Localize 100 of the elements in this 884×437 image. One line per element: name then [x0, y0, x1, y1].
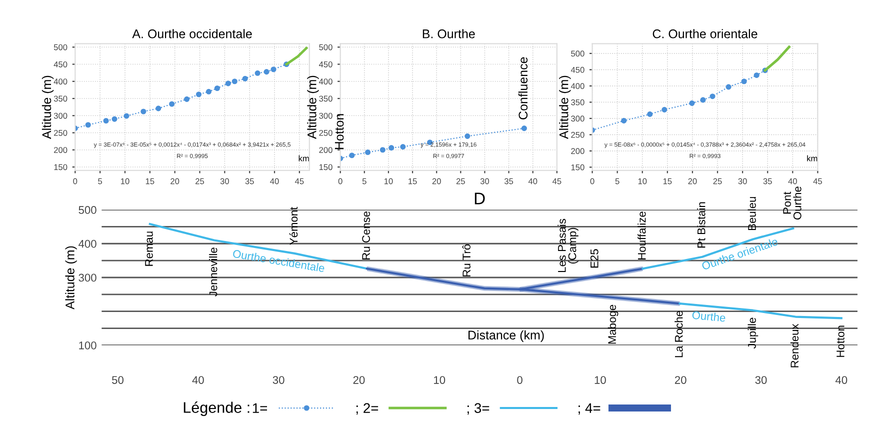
- y-tick-label: 500: [78, 206, 96, 214]
- x-tick-label: 45: [294, 178, 304, 184]
- chart-title: A. Ourthe occidentale: [132, 29, 252, 38]
- x-tick-label: 10: [594, 376, 606, 384]
- x-tick-label: 30: [480, 178, 490, 184]
- x-axis-title: km: [298, 155, 309, 162]
- x-tick-label: 40: [835, 376, 848, 384]
- x-tick-label: 5: [615, 178, 620, 184]
- x-tick-label: 40: [528, 178, 538, 184]
- y-tick-label: 200: [54, 147, 68, 153]
- annotation: Confluence: [518, 57, 528, 120]
- y-tick-label: 350: [319, 96, 332, 102]
- x-tick-label: 30: [220, 178, 229, 184]
- legend-label: 1=: [252, 403, 267, 413]
- annotation: E25: [590, 249, 598, 268]
- annotation: Pont Ourthe: [783, 186, 802, 220]
- y-tick-label: 200: [319, 147, 332, 153]
- x-tick-label: 15: [146, 178, 154, 184]
- annotation: Remau: [145, 232, 153, 266]
- x-tick-label: 30: [755, 376, 767, 384]
- x-tick-label: 10: [434, 376, 446, 384]
- x-tick-label: 5: [98, 178, 102, 184]
- x-tick-label: 40: [270, 178, 279, 184]
- x-tick-label: 40: [788, 178, 797, 184]
- annotation: Rendeux: [790, 324, 799, 368]
- y-tick-label: 150: [319, 164, 332, 170]
- x-tick-label: 25: [456, 178, 465, 184]
- x-tick-label: 40: [192, 376, 204, 384]
- annotation: Ourthe occidentale: [232, 249, 325, 272]
- x-tick-label: 15: [408, 178, 417, 184]
- x-tick-label: 5: [362, 178, 366, 184]
- annotation: Hotton: [334, 114, 344, 150]
- legend-title: Légende :: [184, 402, 250, 416]
- x-tick-label: 50: [112, 376, 124, 384]
- annotation: Ourthe: [692, 310, 726, 322]
- x-tick-label: 20: [674, 376, 686, 384]
- x-tick-label: 0: [73, 178, 78, 184]
- x-tick-label: 45: [813, 178, 822, 184]
- y-tick-label: 500: [571, 50, 584, 57]
- legend-label: ; 3=: [467, 403, 490, 415]
- y-tick-label: 150: [54, 164, 68, 170]
- x-tick-label: 0: [338, 178, 342, 184]
- annotation: Les Pasais (Camp): [558, 218, 578, 272]
- annotation: Ru Trô: [462, 244, 470, 276]
- annotation: Yémont: [289, 206, 298, 245]
- x-tick-label: 10: [384, 178, 393, 184]
- x-tick-label: 20: [688, 178, 697, 184]
- annotation: Ru Cense: [362, 211, 370, 260]
- x-tick-label: 35: [245, 178, 254, 184]
- y-tick-label: 450: [54, 61, 68, 68]
- y-tick-label: 400: [78, 240, 96, 248]
- legend-label: ; 2=: [356, 403, 378, 415]
- x-tick-label: 10: [120, 178, 130, 184]
- x-tick-label: 10: [638, 178, 647, 184]
- x-axis-title: Distance (km): [468, 330, 544, 342]
- x-tick-label: 0: [590, 178, 594, 184]
- y-tick-label: 250: [319, 130, 332, 136]
- x-tick-label: 35: [504, 178, 514, 184]
- chart-title: B. Ourthe: [422, 29, 475, 38]
- y-tick-label: 150: [571, 164, 584, 170]
- annotation: Pt Bistain: [697, 202, 706, 248]
- annotation: Maboge: [608, 304, 618, 344]
- x-tick-label: 15: [663, 178, 672, 184]
- x-tick-label: 20: [170, 178, 180, 184]
- y-tick-label: 300: [54, 112, 68, 119]
- annotation: La Roche: [674, 311, 683, 358]
- y-axis-title: Altitude (m): [65, 246, 77, 310]
- y-tick-label: 500: [319, 44, 332, 50]
- y-tick-label: 450: [318, 61, 332, 68]
- y-tick-label: 300: [319, 112, 332, 119]
- chart-title: C. Ourthe orientale: [652, 29, 758, 38]
- x-tick-label: 20: [432, 178, 441, 184]
- x-tick-label: 25: [196, 178, 204, 184]
- x-tick-label: 45: [552, 178, 562, 184]
- y-tick-label: 400: [570, 83, 584, 90]
- annotation: Hotton: [836, 326, 844, 357]
- y-tick-label: 350: [571, 99, 584, 106]
- x-tick-label: 35: [763, 178, 772, 184]
- y-tick-label: 400: [318, 78, 332, 84]
- y-tick-label: 250: [571, 132, 584, 138]
- annotation: Jupille: [748, 318, 758, 349]
- annotation: Houffalize: [638, 212, 646, 260]
- y-tick-label: 100: [79, 341, 96, 350]
- y-axis-title: Altitude (m): [307, 76, 319, 139]
- y-tick-label: 300: [78, 274, 96, 282]
- y-tick-label: 200: [571, 148, 584, 154]
- y-tick-label: 250: [54, 130, 68, 136]
- x-tick-label: 0: [517, 376, 522, 384]
- annotation: Beuleu: [748, 197, 756, 230]
- x-tick-label: 30: [738, 178, 747, 184]
- y-tick-label: 400: [54, 78, 68, 84]
- y-tick-label: 450: [570, 66, 584, 73]
- y-axis-title: Altitude (m): [559, 76, 571, 139]
- x-tick-label: 25: [713, 178, 722, 184]
- y-tick-label: 300: [571, 116, 584, 122]
- y-tick-label: 350: [54, 96, 68, 102]
- annotation: Jenneville: [209, 248, 218, 296]
- legend-label: ; 4=: [578, 403, 600, 415]
- x-axis-title: km: [807, 155, 818, 162]
- y-tick-label: 500: [54, 44, 68, 50]
